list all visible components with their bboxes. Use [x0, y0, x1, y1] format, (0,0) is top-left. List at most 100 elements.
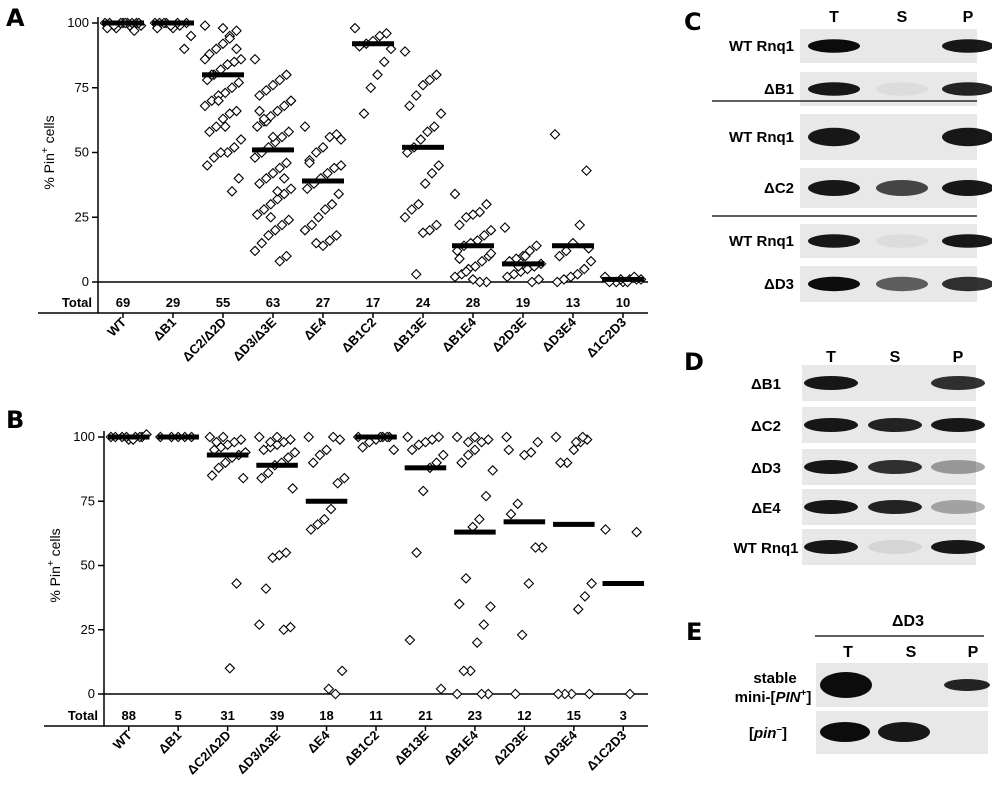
data-point-diamond: [313, 211, 324, 223]
data-point-diamond: [516, 629, 528, 641]
total-count-label: 24: [416, 295, 431, 310]
data-point-diamond: [260, 173, 272, 184]
blot-band: [876, 180, 928, 196]
data-point-diamond: [289, 447, 301, 458]
lane-header-t: T: [826, 349, 836, 366]
data-point-diamond: [431, 219, 442, 231]
data-point-diamond: [501, 271, 513, 283]
data-point-diamond: [235, 134, 247, 145]
data-point-diamond: [411, 547, 422, 559]
mean-bar: [454, 529, 496, 535]
data-point-diamond: [273, 549, 285, 561]
data-point-diamond: [282, 452, 294, 463]
panel-letter-e: E: [686, 618, 702, 646]
data-point-diamond: [451, 688, 463, 700]
lane-header-t: T: [829, 9, 839, 26]
data-point-diamond: [217, 22, 229, 34]
data-point-diamond: [321, 444, 332, 456]
data-point-diamond: [267, 167, 279, 179]
data-point-diamond: [265, 198, 277, 210]
blot-band: [820, 722, 870, 742]
data-point-diamond: [451, 245, 463, 257]
data-point-diamond: [454, 253, 465, 265]
total-count-label: 69: [116, 295, 130, 310]
data-point-diamond: [306, 219, 318, 231]
data-point-diamond: [304, 157, 315, 169]
data-point-diamond: [570, 436, 582, 448]
total-count-label: 23: [468, 708, 482, 723]
blot-row-label: ΔD3: [751, 460, 781, 477]
mean-bar: [152, 20, 194, 26]
mean-bar: [206, 452, 249, 458]
data-point-diamond: [560, 245, 572, 257]
total-count-label: 17: [366, 295, 380, 310]
data-point-diamond: [217, 113, 229, 125]
y-tick-label: 75: [75, 80, 89, 95]
data-point-diamond: [410, 268, 422, 280]
data-point-diamond: [550, 431, 562, 443]
data-point-diamond: [272, 105, 283, 117]
category-label: ΔD3/Δ3E: [234, 727, 284, 777]
data-point-diamond: [579, 590, 591, 602]
data-point-diamond: [433, 160, 445, 171]
data-point-diamond: [417, 227, 429, 239]
data-point-diamond: [310, 147, 322, 158]
panel-letter-a: A: [6, 4, 25, 32]
data-point-diamond: [215, 147, 227, 158]
data-point-diamond: [428, 121, 440, 132]
data-point-diamond: [318, 513, 330, 525]
data-point-diamond: [251, 209, 263, 221]
data-point-diamond: [460, 266, 472, 278]
mean-bar: [355, 434, 397, 440]
category-label: ΔB13E: [389, 314, 429, 354]
data-point-diamond: [508, 268, 520, 280]
blot-band: [931, 460, 985, 474]
data-point-diamond: [624, 688, 636, 700]
data-point-diamond: [265, 436, 276, 448]
data-point-diamond: [480, 490, 492, 502]
blot-band: [868, 460, 922, 474]
data-point-diamond: [237, 472, 249, 484]
lane-header-p: P: [963, 9, 974, 26]
data-point-diamond: [249, 152, 261, 164]
data-point-diamond: [485, 248, 497, 259]
data-point-diamond: [406, 204, 418, 215]
blot-band: [942, 276, 992, 292]
data-point-diamond: [231, 43, 242, 55]
data-point-diamond: [178, 43, 190, 55]
data-point-diamond: [402, 431, 414, 443]
data-point-diamond: [233, 173, 245, 184]
data-point-diamond: [600, 524, 611, 535]
data-point-diamond: [319, 204, 331, 215]
data-point-diamond: [471, 637, 483, 648]
western-blot-panel-d: T S P ΔB1 ΔC2 ΔD3 ΔE4 WT Rnq1: [734, 349, 985, 565]
data-point-diamond: [485, 224, 497, 236]
total-count-label: 18: [319, 708, 333, 723]
y-tick-label: 25: [75, 209, 89, 224]
data-point-diamond: [435, 683, 447, 695]
category-label: WT: [104, 314, 129, 339]
total-count-label: 21: [418, 708, 432, 723]
blot-band: [808, 276, 860, 292]
scatter-chart-b: 0 25 50 75 100 % Pin+ cells Total 88 WT 5 ΔB1 31 ΔC2…: [44, 429, 648, 777]
data-point-diamond: [224, 662, 236, 674]
data-point-diamond: [272, 193, 283, 205]
total-count-label: 19: [516, 295, 530, 310]
data-point-diamond: [415, 134, 427, 145]
data-point-diamond: [267, 79, 279, 91]
data-point-diamond: [487, 465, 499, 476]
data-point-diamond: [254, 178, 265, 189]
data-point-diamond: [413, 198, 424, 210]
blot-band: [944, 679, 990, 691]
data-point-diamond: [263, 230, 274, 241]
data-point-diamond: [312, 519, 324, 530]
data-point-diamond: [522, 263, 533, 275]
blot-row-label: ΔC2: [751, 418, 781, 435]
data-point-diamond: [523, 578, 535, 589]
data-point-diamond: [258, 204, 270, 215]
data-point-diamond: [456, 457, 467, 469]
data-point-diamond: [631, 526, 643, 538]
data-point-diamond: [404, 634, 416, 646]
data-point-diamond: [417, 79, 429, 91]
data-point-diamond: [258, 113, 270, 125]
